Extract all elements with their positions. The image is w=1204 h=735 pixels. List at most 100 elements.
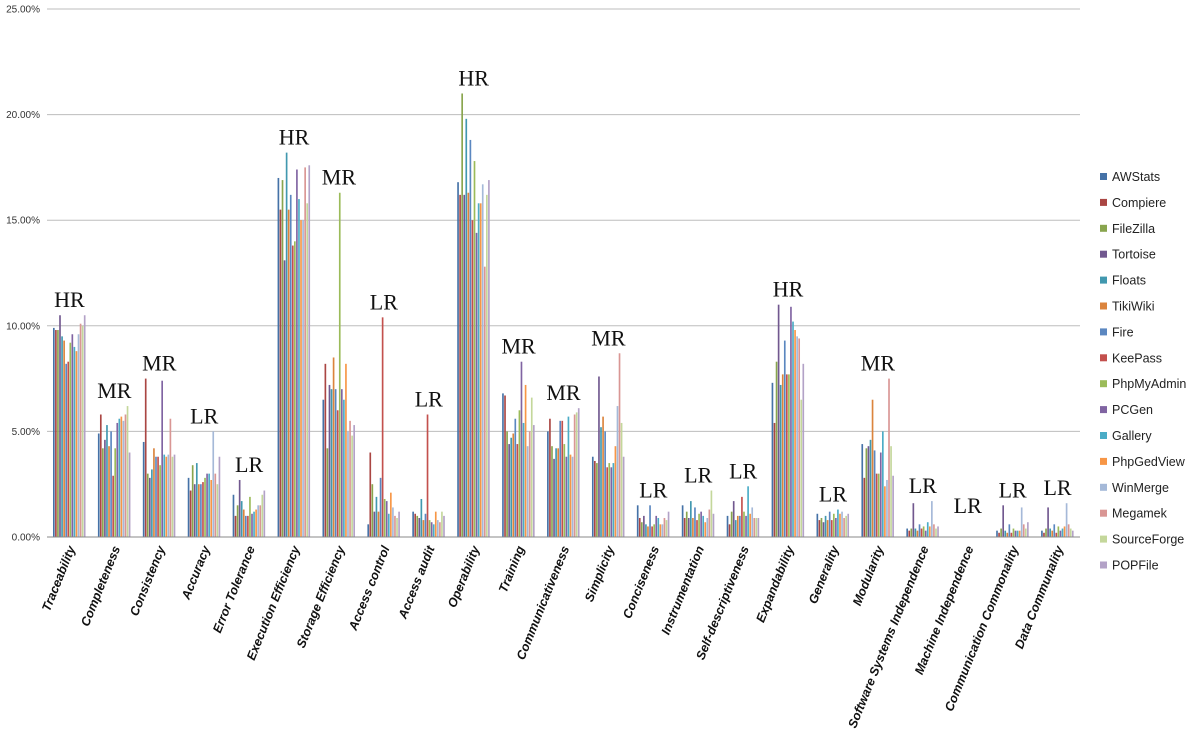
bar-phpmyadmin-operability — [473, 161, 476, 537]
bar-gallery-simplicity — [612, 463, 615, 537]
bar-winmerge-accuracy — [212, 431, 215, 537]
legend-swatch — [1100, 483, 1107, 491]
bar-fire-generality — [828, 511, 831, 537]
bar-tikiwiki-self-descriptiveness — [736, 515, 739, 537]
bar-phpgedview-simplicity — [614, 446, 617, 537]
bar-filezilla-expandability — [775, 361, 778, 537]
annotation-label: LR — [684, 463, 712, 488]
bar-filezilla-communication-commonality — [1000, 528, 1002, 537]
bar-fire-execution-efficiency — [289, 194, 292, 538]
bar-sourceforge-accuracy — [216, 484, 219, 537]
bar-sourceforge-completeness — [126, 406, 129, 537]
annotation-label: LR — [370, 289, 398, 314]
y-tick-label: 20.00% — [6, 110, 40, 121]
bar-popfile-modularity — [892, 475, 894, 537]
bar-floats-access-control — [375, 496, 378, 537]
bar-keepass-error-tolerance — [247, 515, 249, 537]
bar-keepass-consistency — [157, 456, 159, 537]
annotation-label: HR — [458, 65, 489, 90]
bar-phpmyadmin-communication-commonality — [1012, 528, 1015, 537]
bar-fire-accuracy — [200, 484, 202, 537]
bar-compiere-expandability — [773, 422, 776, 537]
bar-winmerge-instrumentation — [706, 517, 709, 537]
annotation-label: LR — [954, 493, 982, 518]
bar-phpgedview-communicativeness — [569, 454, 572, 537]
bar-compiere-simplicity — [594, 460, 596, 537]
bar-winmerge-training — [526, 446, 529, 537]
bar-awstats-training — [502, 393, 504, 537]
bar-tikiwiki-instrumentation — [692, 517, 694, 537]
bar-sourceforge-conciseness — [665, 520, 668, 537]
bar-phpgedview-software-systems-independence — [928, 526, 931, 537]
bar-fire-access-control — [379, 477, 382, 537]
bar-sourceforge-error-tolerance — [261, 494, 264, 537]
bar-gallery-traceability — [73, 346, 76, 537]
bar-tortoise-accuracy — [193, 484, 196, 537]
bar-fire-consistency — [155, 456, 157, 537]
bar-winmerge-communicativeness — [571, 456, 574, 537]
bar-awstats-access-audit — [412, 511, 414, 537]
bar-keepass-access-audit — [426, 414, 429, 537]
annotation-label: MR — [322, 165, 357, 190]
bar-floats-completeness — [106, 425, 108, 537]
bar-keepass-expandability — [786, 374, 788, 537]
annotation-label: MR — [142, 351, 177, 376]
bar-megamek-instrumentation — [708, 509, 711, 537]
x-category-label: Expandability — [753, 543, 797, 625]
bar-popfile-self-descriptiveness — [757, 517, 760, 537]
bar-compiere-storage-efficiency — [324, 363, 327, 537]
bar-keepass-data-communality — [1055, 532, 1058, 537]
bar-tikiwiki-error-tolerance — [242, 509, 245, 537]
annotation-label: HR — [54, 287, 85, 312]
bar-phpmyadmin-instrumentation — [698, 513, 700, 537]
x-category-label: Data Communality — [1012, 543, 1066, 651]
x-category-label: Modularity — [850, 543, 887, 608]
bar-winmerge-expandability — [796, 336, 798, 537]
x-category-label: Communicativeness — [514, 544, 573, 662]
bar-floats-software-systems-independence — [914, 528, 917, 537]
bar-pcgen-access-audit — [430, 522, 433, 537]
bar-winmerge-communication-commonality — [1020, 507, 1023, 537]
bar-keepass-operability — [471, 220, 474, 537]
bar-filezilla-completeness — [102, 448, 104, 537]
bar-winmerge-conciseness — [661, 524, 664, 537]
bar-phpgedview-training — [524, 384, 527, 537]
bar-floats-conciseness — [645, 524, 647, 537]
annotation-label: HR — [773, 277, 804, 302]
annotation-label: LR — [639, 477, 667, 502]
bar-sourceforge-expandability — [800, 399, 803, 537]
bar-compiere-training — [504, 395, 506, 537]
bar-sourceforge-storage-efficiency — [351, 435, 353, 537]
bar-keepass-instrumentation — [696, 520, 698, 537]
bar-floats-traceability — [61, 336, 63, 537]
bar-filezilla-consistency — [146, 473, 149, 537]
x-category-label: Accuracy — [179, 543, 214, 602]
bar-popfile-instrumentation — [712, 513, 715, 537]
bar-tortoise-conciseness — [643, 515, 645, 537]
bar-filezilla-software-systems-independence — [910, 528, 913, 537]
bar-filezilla-storage-efficiency — [326, 448, 329, 537]
bar-floats-operability — [465, 118, 468, 537]
bar-gallery-error-tolerance — [253, 511, 255, 537]
bar-keepass-modularity — [875, 473, 878, 537]
bar-fire-access-audit — [424, 513, 427, 537]
bar-fire-traceability — [65, 363, 67, 537]
bar-phpgedview-consistency — [165, 456, 168, 537]
bar-winmerge-error-tolerance — [257, 505, 259, 537]
bar-megamek-consistency — [169, 418, 172, 537]
bar-keepass-self-descriptiveness — [741, 496, 743, 537]
legend-label: Compiere — [1112, 196, 1166, 210]
bar-phpgedview-data-communality — [1063, 526, 1066, 537]
bar-phpmyadmin-training — [518, 410, 521, 537]
bar-phpmyadmin-consistency — [159, 465, 161, 537]
bar-compiere-operability — [459, 194, 461, 538]
legend-label: POPFile — [1112, 559, 1159, 573]
bar-sourceforge-consistency — [171, 456, 174, 537]
bar-sourceforge-operability — [486, 194, 488, 538]
legend-swatch — [1100, 224, 1107, 232]
legend-swatch — [1100, 276, 1107, 284]
bar-pcgen-software-systems-independence — [924, 530, 927, 537]
bar-fire-software-systems-independence — [918, 524, 921, 537]
bar-keepass-communicativeness — [561, 420, 564, 537]
bar-fire-instrumentation — [694, 507, 696, 537]
